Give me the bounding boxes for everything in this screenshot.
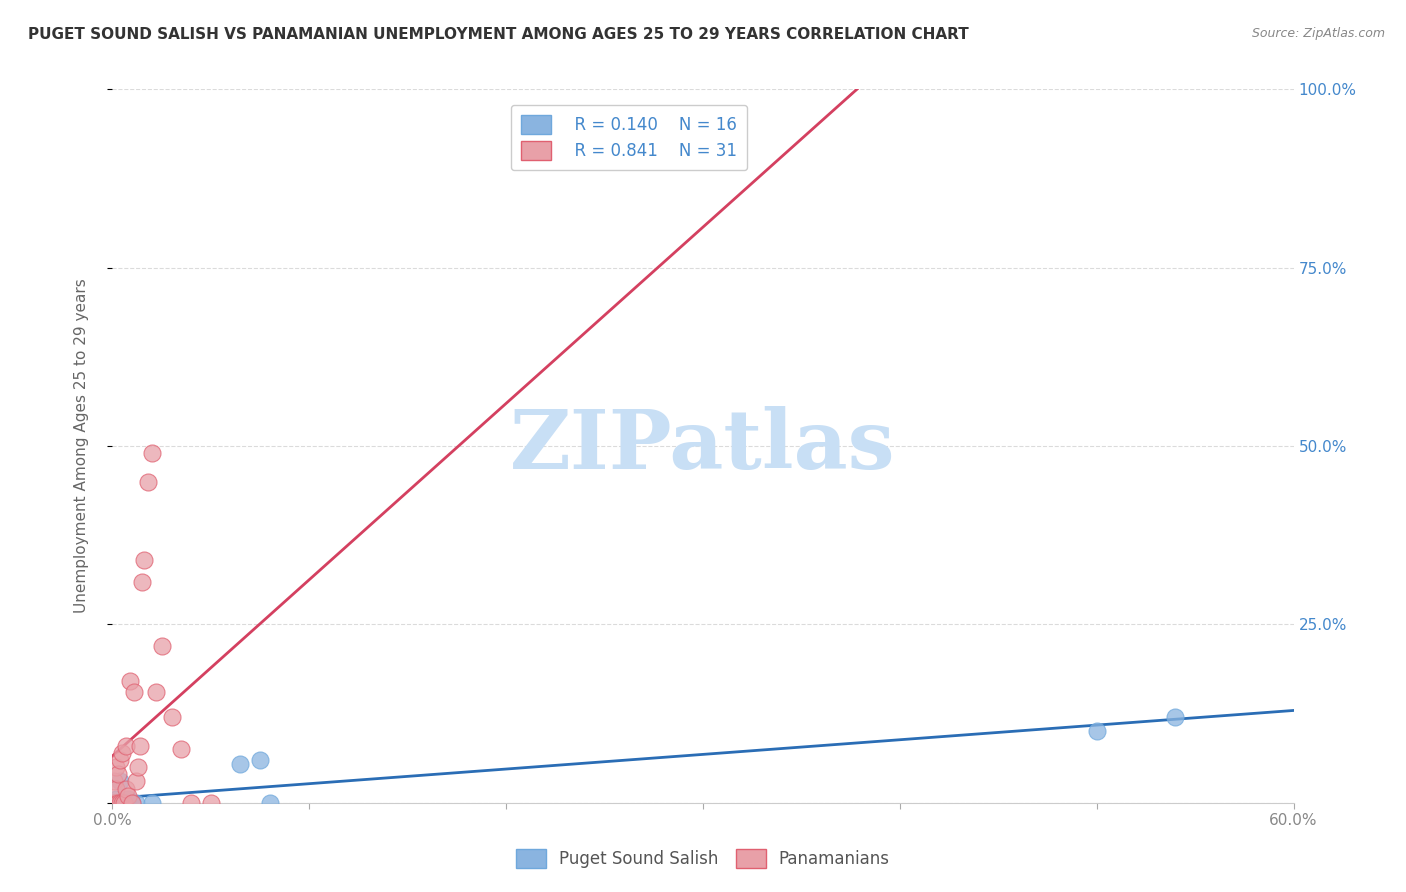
Point [170,742,193,756]
Point [249,753,271,767]
Point [200,796,222,810]
Y-axis label: Unemployment Among Ages 25 to 29 years: Unemployment Among Ages 25 to 29 years [75,278,89,614]
Point [105,796,128,810]
Point [117,789,139,803]
Point [103,796,125,810]
Point [112,796,135,810]
Point [121,796,143,810]
Point [121,796,143,810]
Text: ZIPatlas: ZIPatlas [510,406,896,486]
Point [136,475,159,489]
Point [105,760,128,774]
Point [129,739,152,753]
Point [112,796,135,810]
Point [132,553,155,567]
Point [145,685,167,699]
Point [107,796,129,810]
Point [103,796,125,810]
Point [229,756,252,771]
Point [141,796,163,810]
Point [125,796,148,810]
Point [105,781,128,796]
Point [111,796,134,810]
Point [103,774,125,789]
Point [115,796,138,810]
Point [1085,724,1108,739]
Point [180,796,202,810]
Point [115,781,138,796]
Text: PUGET SOUND SALISH VS PANAMANIAN UNEMPLOYMENT AMONG AGES 25 TO 29 YEARS CORRELAT: PUGET SOUND SALISH VS PANAMANIAN UNEMPLO… [28,27,969,42]
Point [127,760,149,774]
Point [1164,710,1187,724]
Point [105,792,128,806]
Point [117,792,139,806]
Point [131,574,153,589]
Point [107,767,129,781]
Point [125,774,148,789]
Point [110,796,132,810]
Point [111,746,134,760]
Point [115,739,138,753]
Legend: Puget Sound Salish, Panamanians: Puget Sound Salish, Panamanians [509,842,897,875]
Point [259,796,281,810]
Point [160,710,183,724]
Point [122,685,145,699]
Point [107,796,129,810]
Point [141,446,163,460]
Point [150,639,173,653]
Legend:   R = 0.140    N = 16,   R = 0.841    N = 31: R = 0.140 N = 16, R = 0.841 N = 31 [510,104,747,169]
Point [110,753,132,767]
Point [111,796,134,810]
Point [120,674,142,689]
Point [110,774,132,789]
Text: Source: ZipAtlas.com: Source: ZipAtlas.com [1251,27,1385,40]
